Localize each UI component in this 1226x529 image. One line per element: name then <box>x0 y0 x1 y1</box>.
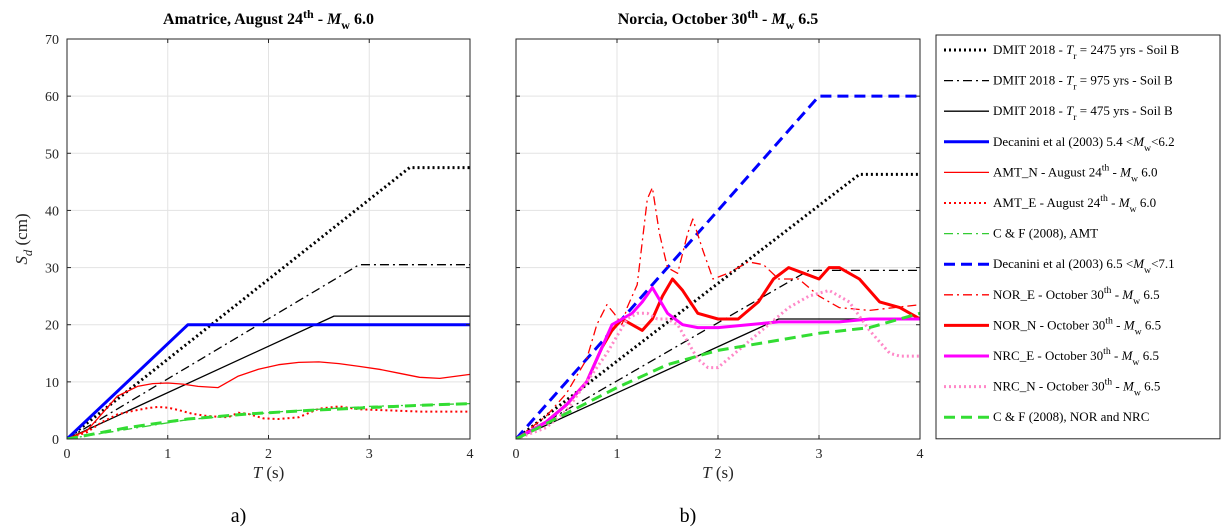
legend-entry-label: DMIT 2018 - Tr = 2475 yrs - Soil B <box>993 42 1180 62</box>
series-line-a-7 <box>67 402 470 439</box>
y-tick-label: 20 <box>45 319 59 334</box>
x-tick-label: 1 <box>164 447 171 462</box>
legend-entry-label: NRC_E - October 30th - Mw 6.5 <box>993 346 1159 368</box>
series-line-b-4 <box>516 186 920 439</box>
y-tick-label: 70 <box>45 33 59 48</box>
grid <box>67 39 470 439</box>
series-group <box>516 94 920 439</box>
series-line-b-1 <box>516 269 920 439</box>
x-tick-label: 2 <box>715 447 722 462</box>
x-tick-label: 4 <box>917 447 924 462</box>
legend-entry-label: Decanini et al (2003) 6.5 <Mw<7.1 <box>993 256 1175 276</box>
x-tick-label: 0 <box>64 447 71 462</box>
y-tick-label: 30 <box>45 262 59 277</box>
legend-entry-label: NOR_E - October 30th - Mw 6.5 <box>993 285 1160 307</box>
legend-entry-label: NRC_N - October 30th - Mw 6.5 <box>993 377 1160 399</box>
x-tick-label: 0 <box>513 447 520 462</box>
chart-title: Amatrice, August 24th - Mw 6.0 <box>163 7 374 32</box>
x-axis-label: T (s) <box>253 463 285 482</box>
y-tick-label: 50 <box>45 147 59 162</box>
panel-label: b) <box>680 505 697 527</box>
series-line-a-2 <box>67 315 470 439</box>
x-tick-label: 4 <box>467 447 474 462</box>
legend-entry-label: AMT_N - August 24th - Mw 6.0 <box>993 162 1158 184</box>
panel-label: a) <box>231 505 247 527</box>
x-tick-label: 2 <box>265 447 272 462</box>
legend-entry-label: C & F (2008), AMT <box>993 226 1098 241</box>
series-line-a-4 <box>67 361 470 439</box>
x-tick-label: 3 <box>366 447 373 462</box>
series-line-a-0 <box>67 166 470 439</box>
y-tick-label: 10 <box>45 376 59 391</box>
series-group <box>67 166 470 439</box>
series-line-a-3 <box>67 323 470 439</box>
x-axis-label: T (s) <box>702 463 734 482</box>
chart-title: Norcia, October 30th - Mw 6.5 <box>618 7 819 32</box>
x-tick-label: 3 <box>816 447 823 462</box>
legend-entry-label: NOR_N - October 30th - Mw 6.5 <box>993 315 1161 337</box>
legend: DMIT 2018 - Tr = 2475 yrs - Soil B DMIT 2… <box>935 34 1221 440</box>
y-tick-label: 40 <box>45 204 59 219</box>
legend-entry-label: Decanini et al (2003) 5.4 <Mw<6.2 <box>993 134 1175 154</box>
legend-entry-label: DMIT 2018 - Tr = 975 yrs - Soil B <box>993 73 1173 93</box>
series-line-b-7 <box>516 288 920 439</box>
grid <box>516 39 920 439</box>
y-tick-label: 0 <box>52 433 59 448</box>
legend-box <box>935 34 1221 440</box>
x-tick-label: 1 <box>614 447 621 462</box>
panel-b-norcia: 0 1 2 3 4 Norcia, October 30th - Mw 6.5 T (s) b… <box>513 7 924 527</box>
series-line-b-8 <box>516 311 920 439</box>
legend-entry-label: C & F (2008), NOR and NRC <box>993 409 1149 424</box>
legend-entry-label: AMT_E - August 24th - Mw 6.0 <box>993 193 1156 215</box>
y-axis-label: Sd (cm) <box>12 213 35 264</box>
y-tick-label: 60 <box>45 90 59 105</box>
legend-entry-label: DMIT 2018 - Tr = 475 yrs - Soil B <box>993 103 1173 123</box>
series-line-b-6 <box>516 286 920 439</box>
